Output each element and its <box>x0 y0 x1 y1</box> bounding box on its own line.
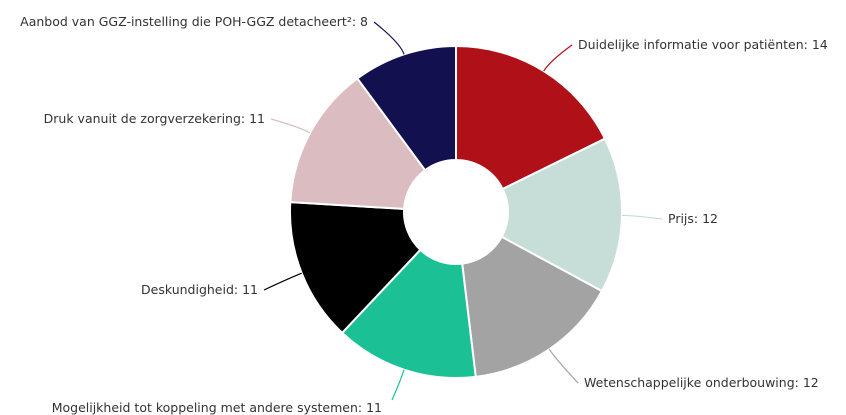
label-separator: : <box>234 282 242 297</box>
slice-label: Duidelijke informatie voor patiënten: 14 <box>578 37 828 52</box>
slice-label: Wetenschappelijke onderbouwing: 12 <box>584 375 819 390</box>
category-name: Mogelijkheid tot koppeling met andere sy… <box>52 400 358 415</box>
value-label: 12 <box>803 375 819 390</box>
label-separator: : <box>352 14 360 29</box>
value-label: 11 <box>366 400 382 415</box>
value-label: 14 <box>812 37 828 52</box>
slice-label: Deskundigheid: 11 <box>141 282 258 297</box>
slice-label: Prijs: 12 <box>668 211 718 226</box>
slice <box>289 77 427 210</box>
value-label: 8 <box>360 14 368 29</box>
leader-line <box>263 272 302 291</box>
slice-label: Mogelijkheid tot koppeling met andere sy… <box>52 400 382 415</box>
slice <box>461 235 604 378</box>
slice <box>340 248 477 379</box>
category-name: Prijs <box>668 211 694 226</box>
slice-label: Aanbod van GGZ-instelling die POH-GGZ de… <box>20 14 368 29</box>
slice-label: Druk vanuit de zorgverzekering: 11 <box>44 111 265 126</box>
label-separator: : <box>795 375 803 390</box>
leader-line <box>391 369 405 401</box>
label-separator: : <box>358 400 366 415</box>
leader-line <box>270 118 311 134</box>
value-label: 11 <box>242 282 258 297</box>
category-name: Wetenschappelijke onderbouwing <box>584 375 795 390</box>
category-name: Duidelijke informatie voor patiënten <box>578 37 804 52</box>
value-label: 11 <box>249 111 265 126</box>
label-separator: : <box>804 37 812 52</box>
category-name: Druk vanuit de zorgverzekering <box>44 111 241 126</box>
value-label: 12 <box>702 211 718 226</box>
label-separator: : <box>241 111 249 126</box>
leader-line <box>548 348 579 384</box>
leader-line <box>621 214 663 220</box>
slice <box>289 201 422 335</box>
leader-line <box>543 44 573 72</box>
label-separator: : <box>694 211 702 226</box>
slice <box>455 44 607 191</box>
leader-line <box>373 21 405 55</box>
category-name: Deskundigheid <box>141 282 234 297</box>
slice <box>355 44 457 172</box>
category-name: Aanbod van GGZ-instelling die POH-GGZ de… <box>20 14 352 29</box>
